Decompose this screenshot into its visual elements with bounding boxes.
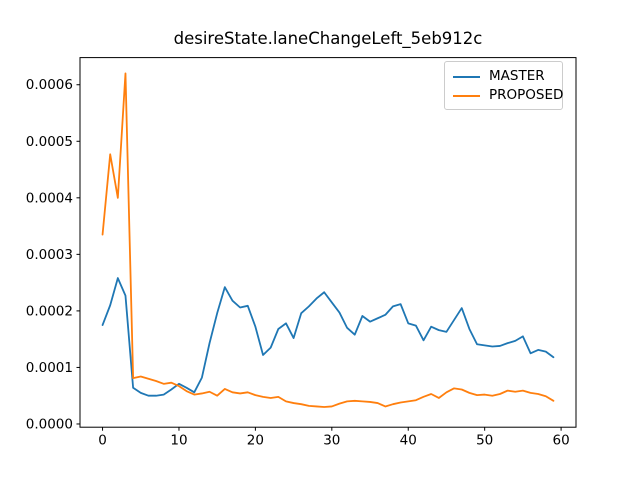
x-tick-label: 0 [98, 433, 107, 449]
series-line-master [101, 277, 555, 397]
x-tick-label: 20 [247, 433, 264, 449]
axes-box [79, 57, 577, 428]
y-tick-label: 0.0001 [26, 360, 73, 376]
legend-item-proposed: PROPOSED [453, 86, 563, 105]
x-tick-label: 40 [400, 433, 417, 449]
x-tick-label: 60 [553, 433, 570, 449]
series-line-proposed [101, 72, 555, 408]
y-tick-label: 0.0006 [26, 77, 73, 93]
x-tick-label: 10 [170, 433, 187, 449]
legend-label-master: MASTER [489, 67, 545, 84]
legend-line-sample-proposed [453, 94, 480, 97]
legend: MASTER PROPOSED [444, 61, 563, 110]
y-tick-label: 0.0003 [26, 247, 73, 263]
y-tick-label: 0.0002 [26, 303, 73, 319]
chart-title: desireState.laneChangeLeft_5eb912c [173, 29, 483, 48]
x-tick-label: 30 [323, 433, 340, 449]
y-tick-label: 0.0005 [26, 134, 73, 150]
legend-item-master: MASTER [453, 67, 553, 86]
y-tick-label: 0.0000 [26, 416, 73, 432]
x-tick-label: 50 [476, 433, 493, 449]
legend-label-proposed: PROPOSED [489, 86, 564, 103]
y-tick-label: 0.0004 [26, 190, 73, 206]
legend-line-sample-master [453, 75, 480, 78]
